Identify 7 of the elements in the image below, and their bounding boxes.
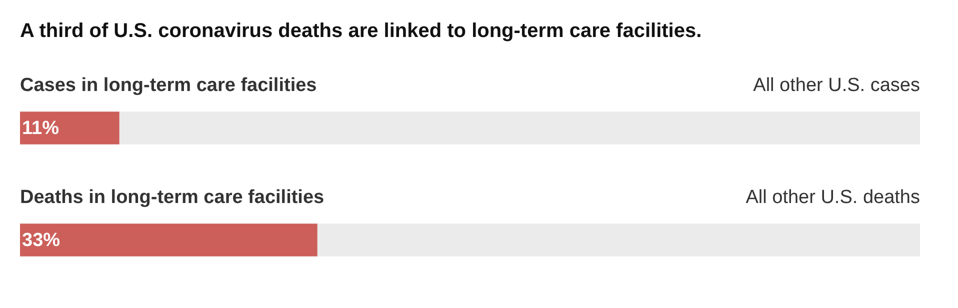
annotation: All other U.S. cases xyxy=(753,75,920,96)
y-tick-label: Cases in long-term care facilities xyxy=(20,75,317,96)
data-label: 33% xyxy=(22,230,60,252)
chart-title: A third of U.S. coronavirus deaths are linked to long-term care facilities. xyxy=(19,19,703,44)
y-tick-label: Deaths in long-term care facilities xyxy=(20,187,324,208)
annotation: All other U.S. deaths xyxy=(746,187,920,208)
data-label: 11% xyxy=(22,118,60,140)
